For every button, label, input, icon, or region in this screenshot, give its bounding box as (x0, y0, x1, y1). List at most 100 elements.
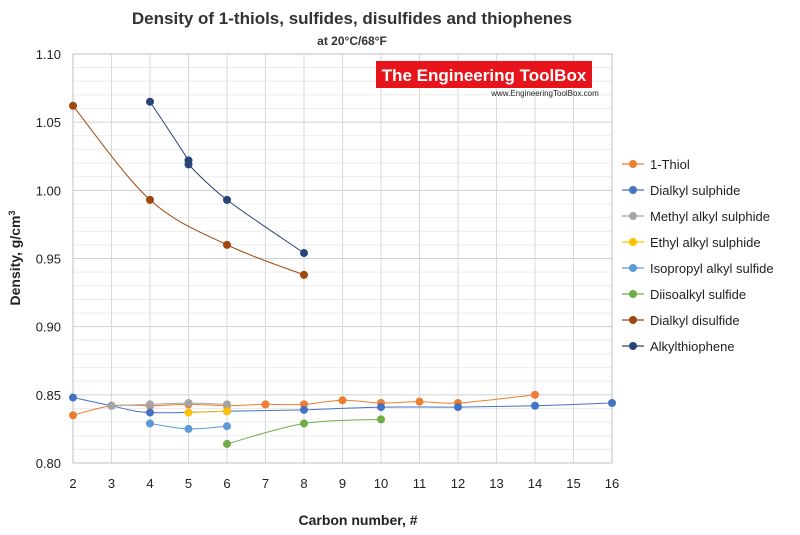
legend: 1-Thiol Dialkyl sulphide Methyl alkyl sulp… (622, 157, 774, 354)
legend-label: Dialkyl sulphide (650, 183, 740, 198)
legend-label: Alkylthiophene (650, 339, 735, 354)
data-point-1-thiol (69, 411, 77, 420)
series-diisoalkyl-sulfide (223, 415, 385, 448)
legend-item-dialkyl-disulfide: Dialkyl disulfide (622, 313, 740, 328)
data-point-alkylthiophene (223, 195, 231, 204)
data-point-dialkyl-sulphide (531, 401, 539, 410)
chart-title: Density of 1-thiols, sulfides, disulfide… (132, 9, 572, 28)
y-axis-ticks: 0.80 0.85 0.90 0.95 1.00 1.05 1.10 (36, 47, 61, 471)
x-tick-label: 5 (185, 476, 192, 491)
engineering-toolbox-watermark: The Engineering ToolBox www.EngineeringT… (376, 61, 599, 98)
y-tick-label: 1.10 (36, 47, 61, 62)
watermark-logo-banner (376, 61, 592, 88)
legend-item-1-thiol: 1-Thiol (622, 157, 690, 172)
data-point-isopropyl-alkyl-sulfide (184, 424, 193, 433)
legend-marker (629, 342, 637, 350)
data-point-dialkyl-sulphide (69, 393, 77, 402)
legend-marker (629, 290, 637, 298)
legend-label: Methyl alkyl sulphide (650, 209, 770, 224)
legend-item-ethyl-alkyl-sulphide: Ethyl alkyl sulphide (622, 235, 761, 250)
data-point-dialkyl-sulphide (377, 403, 385, 412)
data-point-1-thiol (261, 400, 270, 409)
x-tick-label: 3 (108, 476, 115, 491)
x-tick-label: 7 (262, 476, 269, 491)
data-point-dialkyl-disulfide (146, 195, 154, 204)
legend-item-dialkyl-sulphide: Dialkyl sulphide (622, 183, 740, 198)
watermark-url: www.EngineeringToolBox.com (490, 89, 599, 98)
y-axis-label-superscript: 3 (7, 210, 17, 215)
data-point-methyl-alkyl-sulphide (223, 400, 231, 409)
data-point-1-thiol (415, 397, 424, 406)
y-tick-label: 0.95 (36, 252, 61, 267)
y-tick-label: 0.85 (36, 388, 61, 403)
y-tick-label: 0.90 (36, 320, 61, 335)
data-point-methyl-alkyl-sulphide (184, 399, 193, 408)
x-tick-label: 10 (374, 476, 388, 491)
data-point-methyl-alkyl-sulphide (107, 401, 116, 410)
legend-marker (629, 186, 637, 194)
legend-label: Dialkyl disulfide (650, 313, 740, 328)
data-point-alkylthiophene (184, 160, 193, 169)
legend-marker (629, 160, 637, 168)
y-tick-label: 0.80 (36, 456, 61, 471)
grid-lines (72, 53, 613, 464)
x-axis-label: Carbon number, # (298, 512, 417, 528)
x-tick-label: 14 (528, 476, 542, 491)
y-tick-label: 1.00 (36, 183, 61, 198)
data-point-dialkyl-disulfide (223, 240, 231, 249)
legend-marker (629, 212, 637, 220)
x-tick-label: 9 (339, 476, 346, 491)
x-tick-label: 16 (605, 476, 619, 491)
series-dialkyl-disulfide (69, 101, 308, 279)
y-tick-label: 1.05 (36, 115, 61, 130)
data-point-dialkyl-sulphide (146, 408, 154, 417)
x-tick-label: 13 (489, 476, 503, 491)
data-point-alkylthiophene (146, 97, 154, 106)
x-tick-label: 2 (69, 476, 76, 491)
series-line-dialkyl-disulfide (72, 105, 305, 276)
data-point-diisoalkyl-sulfide (300, 419, 308, 428)
series-line-methyl-alkyl-sulphide (111, 402, 228, 407)
legend-label: Diisoalkyl sulfide (650, 287, 746, 302)
data-point-ethyl-alkyl-sulphide (184, 408, 193, 417)
legend-label: Isopropyl alkyl sulfide (650, 261, 774, 276)
x-tick-label: 4 (146, 476, 153, 491)
data-point-diisoalkyl-sulfide (377, 415, 385, 424)
plot-area-border (72, 53, 613, 464)
data-point-ethyl-alkyl-sulphide (223, 407, 231, 416)
data-point-diisoalkyl-sulfide (223, 439, 231, 448)
data-point-1-thiol (531, 390, 539, 399)
data-point-dialkyl-sulphide (608, 399, 616, 408)
series-ethyl-alkyl-sulphide (184, 407, 231, 417)
series-isopropyl-alkyl-sulfide (146, 419, 231, 433)
legend-item-methyl-alkyl-sulphide: Methyl alkyl sulphide (622, 209, 770, 224)
x-tick-label: 11 (413, 476, 427, 491)
legend-marker (629, 316, 637, 324)
x-tick-label: 12 (451, 476, 465, 491)
legend-item-isopropyl-alkyl-sulfide: Isopropyl alkyl sulfide (622, 261, 774, 276)
data-point-dialkyl-disulfide (300, 270, 308, 279)
data-point-alkylthiophene (300, 249, 308, 258)
legend-marker (629, 264, 637, 272)
legend-marker (629, 238, 637, 246)
legend-label: 1-Thiol (650, 157, 690, 172)
series-line-ethyl-alkyl-sulphide (188, 410, 228, 414)
data-point-methyl-alkyl-sulphide (146, 400, 154, 409)
data-point-isopropyl-alkyl-sulfide (223, 422, 231, 431)
y-axis-label-text: Density, g/cm (7, 216, 23, 306)
legend-item-diisoalkyl-sulfide: Diisoalkyl sulfide (622, 287, 746, 302)
data-series (69, 97, 616, 448)
data-point-dialkyl-sulphide (454, 403, 462, 412)
series-alkylthiophene (146, 97, 308, 258)
y-axis-label: Density, g/cm3 (7, 210, 23, 305)
x-tick-label: 8 (300, 476, 307, 491)
series-methyl-alkyl-sulphide (107, 399, 231, 410)
data-point-1-thiol (338, 396, 347, 405)
watermark-logo-title: The Engineering ToolBox (382, 66, 587, 85)
x-tick-label: 15 (566, 476, 580, 491)
x-axis-ticks: 2 3 4 5 6 7 8 9 10 11 12 13 14 15 16 (69, 476, 619, 491)
data-point-dialkyl-disulfide (69, 101, 77, 110)
chart-subtitle: at 20°C/68°F (317, 34, 387, 48)
data-point-isopropyl-alkyl-sulfide (146, 419, 154, 428)
